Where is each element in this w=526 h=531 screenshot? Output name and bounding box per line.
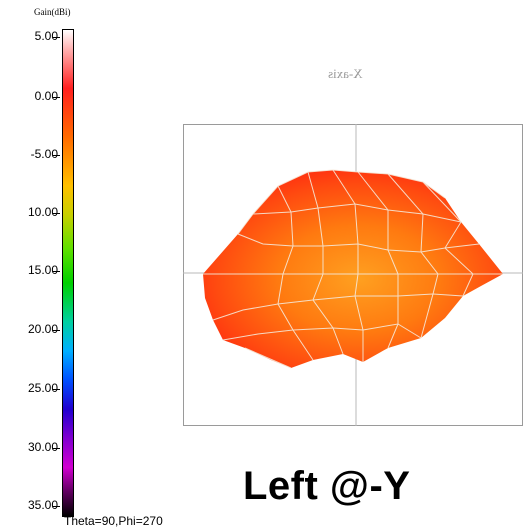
colorbar-tick-label: 10.00 <box>27 205 58 219</box>
angle-readout: Theta=90,Phi=270 <box>64 514 163 528</box>
colorbar-tick-mark <box>53 97 60 98</box>
surface-wireframe <box>203 169 503 369</box>
colorbar-tick-mark <box>53 506 60 507</box>
colorbar-tick-label: 30.00 <box>27 440 58 454</box>
gain-surface <box>203 170 503 368</box>
colorbar-tick-mark <box>53 155 60 156</box>
colorbar-gradient <box>62 29 74 517</box>
colorbar-tick-mark <box>53 213 60 214</box>
colorbar-tick-mark <box>53 271 60 272</box>
colorbar-tick-mark <box>53 330 60 331</box>
colorbar-tick-label: 5.00 <box>34 29 58 43</box>
colorbar-tick-label: 15.00 <box>27 263 58 277</box>
colorbar-tick-label: 0.00 <box>34 89 58 103</box>
radiation-pattern-3d <box>183 124 523 426</box>
colorbar-tick-label: -5.00 <box>30 147 58 161</box>
axis-label: X-axis <box>328 66 363 81</box>
colorbar-tick-mark <box>53 37 60 38</box>
colorbar-title: Gain(dBi) <box>34 7 71 17</box>
colorbar-tick-label: 25.00 <box>27 381 58 395</box>
plot-viewport[interactable] <box>183 124 523 426</box>
colorbar-tick-label: 20.00 <box>27 322 58 336</box>
colorbar-tick-label: 35.00 <box>27 498 58 512</box>
view-caption: Left @-Y <box>243 464 411 508</box>
colorbar-tick-mark <box>53 448 60 449</box>
colorbar-tick-mark <box>53 389 60 390</box>
